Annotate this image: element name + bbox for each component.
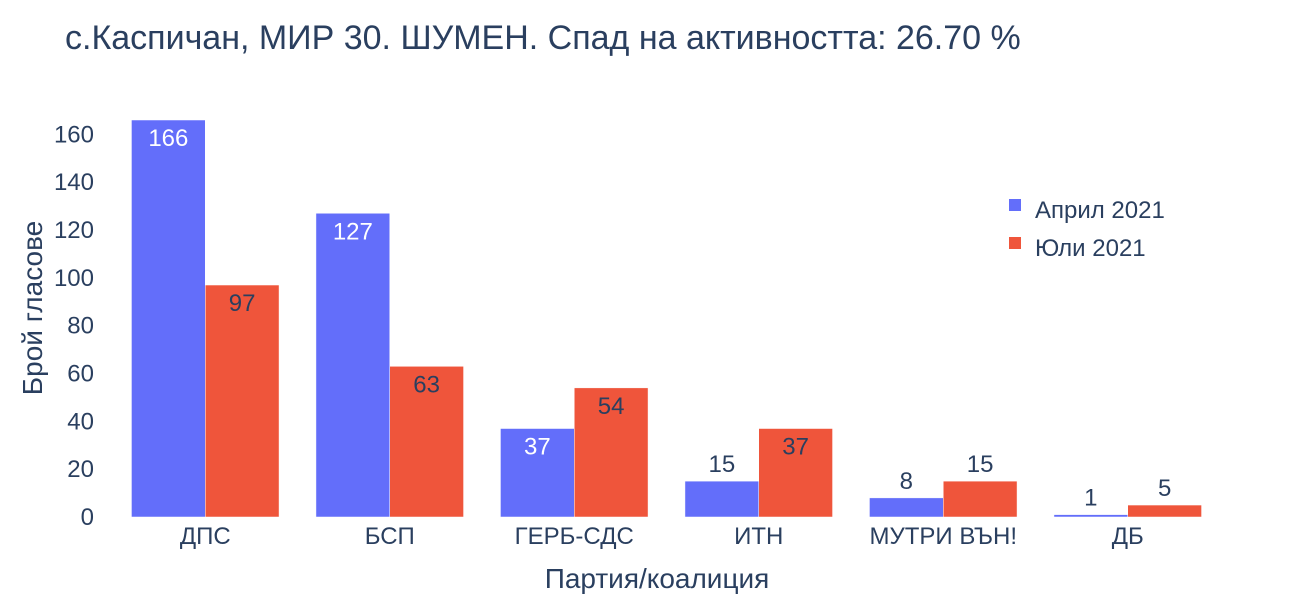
bar-0-0[interactable] [131,119,206,518]
bar-5-1[interactable] [1127,504,1202,518]
y-tick-label: 160 [54,121,94,148]
bar-value-label: 5 [1158,475,1171,502]
y-tick-label: 140 [54,169,94,196]
y-axis-ticks: 0 20 40 60 80 100 120 140 160 [54,121,94,531]
bar-1-0[interactable] [315,213,391,518]
x-tick-label: ГЕРБ-СДС [515,523,634,550]
chart-title: с.Каспичан, МИР 30. ШУМЕН. Спад на актив… [65,19,1021,57]
x-tick-label: ДПС [180,523,231,550]
bar-1-1[interactable] [389,366,464,518]
y-axis-label: Брой гласове [17,221,48,395]
y-tick-label: 120 [54,217,94,244]
bar-value-label: 37 [782,434,809,461]
bar-value-label: 15 [708,451,735,478]
bar-value-label: 63 [413,371,440,398]
x-tick-label: ДБ [1112,523,1144,550]
bar-value-label: 97 [229,290,256,317]
bar-labels: 166 127 37 15 8 1 97 63 54 37 15 5 [148,125,1171,512]
legend-item-0[interactable]: Април 2021 [1009,197,1165,224]
x-tick-label: ИТН [734,523,783,550]
y-tick-label: 80 [67,313,94,340]
bar-value-label: 1 [1084,485,1097,512]
x-tick-label: БСП [365,523,415,550]
y-tick-label: 40 [67,408,94,435]
y-tick-label: 0 [81,504,94,531]
bar-value-label: 8 [900,468,913,495]
legend-item-1[interactable]: Юли 2021 [1009,235,1146,262]
bar-value-label: 166 [148,125,188,152]
bar-3-0[interactable] [684,480,760,518]
bar-value-label: 15 [967,451,994,478]
bar-value-label: 127 [333,218,373,245]
bar-value-label: 54 [598,393,625,420]
bar-4-1[interactable] [943,480,1018,518]
legend-swatch [1009,199,1021,211]
bar-2-0[interactable] [500,428,575,518]
bar-4-0[interactable] [869,497,944,518]
bars [131,119,1202,518]
y-tick-label: 20 [67,456,94,483]
bar-value-label: 37 [524,434,551,461]
legend-swatch [1009,237,1021,249]
legend[interactable]: Април 2021 Юли 2021 [1009,197,1165,262]
x-axis-ticks: ДПС БСП ГЕРБ-СДС ИТН МУТРИ ВЪН! ДБ [180,523,1144,550]
x-tick-label: МУТРИ ВЪН! [870,523,1017,550]
legend-label: Април 2021 [1035,197,1165,224]
bar-2-1[interactable] [574,387,649,518]
bar-5-0[interactable] [1053,514,1128,518]
legend-label: Юли 2021 [1035,235,1146,262]
y-tick-label: 60 [67,361,94,388]
x-axis-label: Партия/коалиция [545,563,770,594]
bar-0-1[interactable] [205,284,280,518]
y-tick-label: 100 [54,265,94,292]
bar-3-1[interactable] [758,428,833,518]
